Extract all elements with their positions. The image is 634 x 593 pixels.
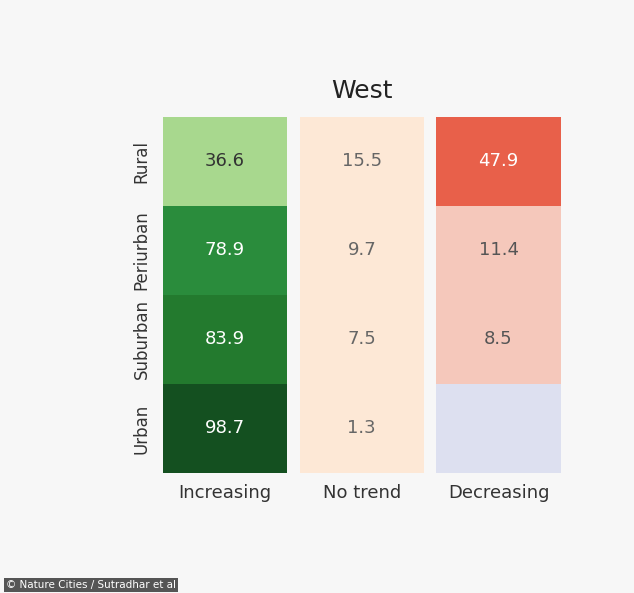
Text: 36.6: 36.6 bbox=[205, 152, 245, 170]
Text: 78.9: 78.9 bbox=[205, 241, 245, 259]
Bar bbox=[299, 295, 424, 384]
Text: Suburban: Suburban bbox=[133, 299, 150, 380]
Bar bbox=[163, 117, 287, 206]
Bar bbox=[299, 117, 424, 206]
Text: Decreasing: Decreasing bbox=[448, 484, 549, 502]
Text: West: West bbox=[331, 79, 392, 103]
Bar bbox=[436, 206, 561, 295]
Text: 9.7: 9.7 bbox=[347, 241, 376, 259]
Text: 8.5: 8.5 bbox=[484, 330, 513, 349]
Text: 98.7: 98.7 bbox=[205, 419, 245, 438]
Text: 47.9: 47.9 bbox=[479, 152, 519, 170]
Text: 15.5: 15.5 bbox=[342, 152, 382, 170]
Text: © Nature Cities / Sutradhar et al: © Nature Cities / Sutradhar et al bbox=[6, 580, 176, 590]
Text: No trend: No trend bbox=[323, 484, 401, 502]
Text: 83.9: 83.9 bbox=[205, 330, 245, 349]
Bar bbox=[163, 384, 287, 473]
Bar bbox=[436, 117, 561, 206]
Bar bbox=[299, 384, 424, 473]
Text: Periurban: Periurban bbox=[133, 211, 150, 290]
Bar bbox=[163, 295, 287, 384]
Text: 7.5: 7.5 bbox=[347, 330, 376, 349]
Text: Increasing: Increasing bbox=[178, 484, 271, 502]
Bar bbox=[436, 384, 561, 473]
Bar bbox=[436, 295, 561, 384]
Bar bbox=[163, 206, 287, 295]
Text: Rural: Rural bbox=[133, 140, 150, 183]
Bar bbox=[299, 206, 424, 295]
Text: 1.3: 1.3 bbox=[347, 419, 376, 438]
Text: 11.4: 11.4 bbox=[479, 241, 519, 259]
Text: Urban: Urban bbox=[133, 403, 150, 454]
